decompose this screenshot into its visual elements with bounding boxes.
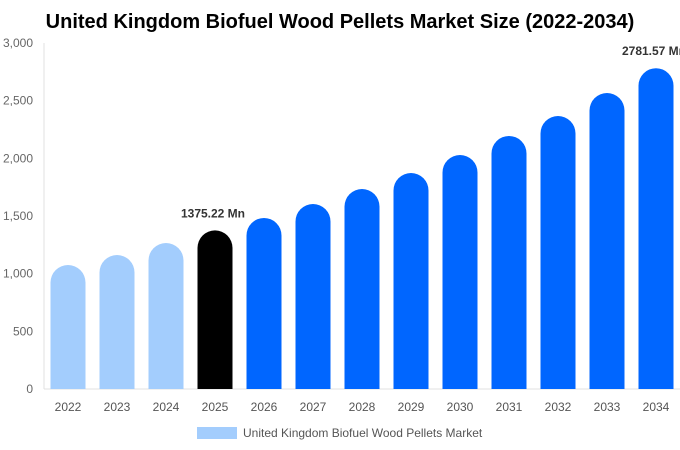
bar-2031[interactable] (491, 135, 527, 389)
chart-title: United Kingdom Biofuel Wood Pellets Mark… (46, 11, 635, 33)
y-tick-label: 3,000 (3, 36, 33, 50)
x-tick-label: 2027 (300, 400, 327, 414)
y-tick-label: 1,500 (3, 209, 33, 223)
y-tick-label: 2,000 (3, 151, 33, 165)
bar-2029[interactable] (393, 172, 429, 389)
x-tick-label: 2025 (202, 400, 229, 414)
x-tick-label: 2028 (349, 400, 376, 414)
bar-2028[interactable] (344, 189, 380, 389)
x-tick-label: 2023 (104, 400, 131, 414)
x-tick-label: 2034 (643, 400, 670, 414)
y-tick-label: 1,000 (3, 267, 33, 281)
bar-2022[interactable] (50, 265, 86, 389)
legend-label[interactable]: United Kingdom Biofuel Wood Pellets Mark… (243, 426, 483, 440)
legend-swatch[interactable] (197, 427, 237, 439)
x-tick-label: 2029 (398, 400, 425, 414)
bar-2034[interactable] (638, 68, 674, 390)
bar-2024[interactable] (148, 242, 184, 389)
bar-2025[interactable] (197, 230, 233, 389)
x-tick-label: 2022 (55, 400, 82, 414)
y-tick-label: 500 (13, 324, 33, 338)
x-tick-label: 2026 (251, 400, 278, 414)
data-label: 2781.57 Mn (622, 44, 680, 58)
x-tick-label: 2033 (594, 400, 621, 414)
bar-2033[interactable] (589, 93, 625, 390)
bar-2027[interactable] (295, 204, 331, 389)
y-tick-label: 2,500 (3, 94, 33, 108)
x-tick-label: 2024 (153, 400, 180, 414)
y-tick-label: 0 (26, 382, 33, 396)
data-label: 1375.22 Mn (181, 206, 245, 220)
x-tick-label: 2031 (496, 400, 523, 414)
x-tick-label: 2032 (545, 400, 572, 414)
bar-2026[interactable] (246, 217, 282, 389)
bar-2032[interactable] (540, 116, 576, 389)
x-tick-label: 2030 (447, 400, 474, 414)
bar-2023[interactable] (99, 254, 135, 389)
bar-2030[interactable] (442, 154, 478, 389)
